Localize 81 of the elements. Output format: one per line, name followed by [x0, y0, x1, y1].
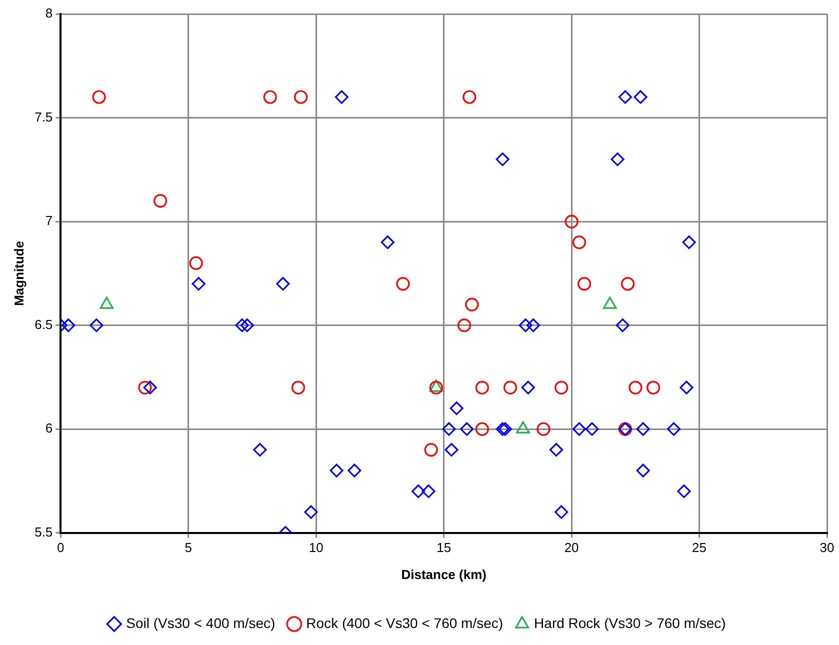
y-tick-label: 6.5 [34, 316, 53, 332]
point [554, 505, 568, 519]
point [618, 90, 632, 104]
point [429, 380, 443, 394]
point [585, 422, 599, 436]
x-tick-label: 15 [436, 540, 452, 556]
x-tick-label: 0 [57, 540, 64, 556]
point [680, 380, 694, 394]
point [263, 90, 277, 104]
point [348, 464, 362, 478]
y-axis-title: Magnitude [11, 240, 26, 306]
point [521, 380, 535, 394]
y-tick-label: 7 [45, 213, 53, 228]
point [526, 318, 540, 332]
point [666, 422, 681, 436]
y-tick-label: 6 [45, 420, 53, 436]
point [636, 422, 650, 436]
legend-label: Rock (400 < Vs30 < 760 m/sec) [306, 614, 504, 631]
point [503, 380, 518, 394]
point [457, 318, 472, 332]
point [475, 380, 489, 394]
point [138, 380, 152, 394]
point [153, 194, 168, 208]
point [189, 256, 203, 270]
point [634, 90, 648, 104]
x-tick-label: 30 [820, 540, 834, 556]
point [444, 442, 458, 457]
point [424, 442, 438, 457]
point [92, 90, 106, 104]
point [396, 276, 410, 291]
point [518, 318, 532, 332]
point [276, 276, 290, 291]
point [549, 442, 564, 457]
point [240, 318, 254, 332]
point [564, 214, 578, 228]
x-tick-label: 5 [184, 540, 192, 556]
point [330, 464, 344, 478]
point [62, 318, 76, 332]
point [442, 422, 456, 436]
point [411, 484, 426, 498]
y-tick-label: 8 [45, 6, 53, 21]
point [380, 235, 394, 250]
point [235, 318, 249, 332]
point [334, 90, 348, 104]
point [192, 276, 206, 291]
point [646, 380, 660, 394]
point [620, 276, 635, 291]
point [460, 422, 474, 436]
point [450, 401, 464, 416]
x-tick-label: 25 [692, 540, 707, 556]
point [304, 505, 318, 519]
point [677, 484, 691, 498]
point [498, 422, 512, 436]
point [536, 422, 550, 436]
point [682, 235, 696, 250]
point [422, 484, 436, 498]
legend-label: Soil (Vs30 < 400 m/sec) [126, 614, 276, 631]
point [465, 298, 479, 312]
point [628, 380, 642, 394]
point [291, 380, 306, 394]
point [143, 380, 157, 394]
point [572, 422, 586, 436]
x-tick-label: 10 [308, 540, 324, 556]
point [572, 235, 586, 250]
point [616, 318, 630, 332]
x-tick-label: 20 [564, 540, 579, 556]
y-tick-label: 7.5 [34, 109, 53, 124]
point [475, 422, 489, 436]
point [578, 276, 592, 291]
point [636, 464, 650, 478]
y-tick-label: 5.5 [34, 524, 53, 540]
point [253, 442, 267, 457]
point [294, 90, 308, 104]
x-axis-title: Distance (km) [401, 566, 486, 582]
point [496, 422, 510, 436]
point [90, 318, 104, 332]
legend-label: Hard Rock (Vs30 > 760 m/sec) [534, 614, 726, 631]
point [462, 90, 476, 104]
point [554, 380, 568, 394]
point [610, 152, 624, 166]
point [496, 152, 510, 166]
